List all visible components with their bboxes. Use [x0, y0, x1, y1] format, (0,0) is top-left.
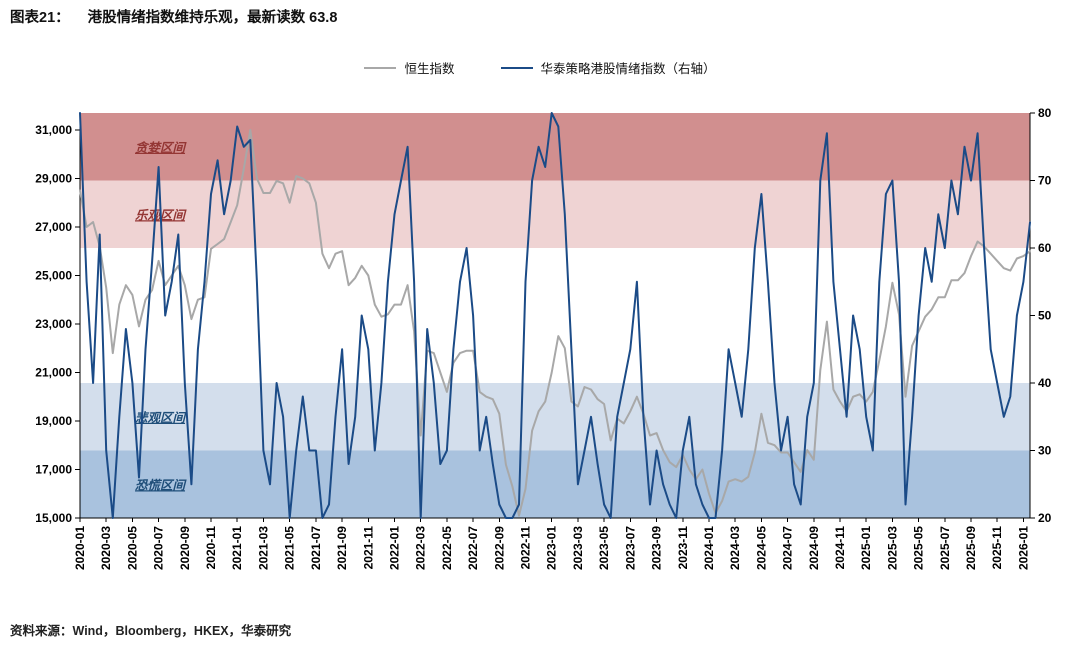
- source-text: Wind，Bloomberg，HKEX，华泰研究: [72, 624, 292, 638]
- x-tick-label: 2026-01: [1016, 526, 1030, 570]
- band-panic-zone: [80, 450, 1030, 518]
- x-tick-label: 2020-03: [99, 526, 113, 570]
- x-tick-label: 2020-01: [73, 526, 87, 570]
- x-tick-label: 2024-01: [702, 526, 716, 570]
- x-tick-label: 2023-11: [676, 526, 690, 570]
- y-left-tick-label: 31,000: [35, 123, 72, 137]
- y-left-tick-label: 25,000: [35, 268, 72, 282]
- x-tick-label: 2025-11: [990, 526, 1004, 570]
- sentiment-line-swatch: [500, 66, 533, 69]
- x-tick-label: 2022-09: [492, 526, 506, 570]
- x-tick-label: 2022-11: [519, 526, 533, 570]
- source-label: 资料来源：: [10, 624, 73, 638]
- x-tick-label: 2020-09: [178, 526, 192, 570]
- zone-label-greed-zone: 贪婪区间: [135, 141, 188, 155]
- y-left-tick-label: 15,000: [35, 511, 72, 525]
- x-tick-label: 2022-03: [414, 526, 428, 570]
- x-tick-label: 2021-07: [309, 526, 323, 570]
- x-tick-label: 2025-07: [938, 526, 952, 570]
- x-tick-label: 2022-05: [440, 526, 454, 570]
- x-tick-label: 2023-01: [545, 526, 559, 570]
- x-tick-label: 2024-11: [833, 526, 847, 570]
- y-right-tick-label: 20: [1038, 511, 1052, 525]
- x-tick-label: 2023-03: [571, 526, 585, 570]
- y-right-tick-label: 40: [1038, 376, 1052, 390]
- legend-label-sentiment: 华泰策略港股情绪指数（右轴）: [540, 62, 716, 76]
- source-note: 资料来源：Wind，Bloomberg，HKEX，华泰研究: [10, 620, 291, 639]
- x-tick-label: 2021-03: [256, 526, 270, 570]
- band-greed-zone: [80, 113, 1030, 181]
- y-right-tick-label: 30: [1038, 444, 1052, 458]
- x-tick-label: 2023-09: [650, 526, 664, 570]
- zone-label-panic-zone: 恐慌区间: [135, 478, 188, 492]
- y-left-tick-label: 19,000: [35, 414, 72, 428]
- sentiment-series-line: [79, 112, 1031, 519]
- x-tick-label: 2021-05: [283, 526, 297, 570]
- x-tick-label: 2025-01: [859, 526, 873, 570]
- y-right-tick-label: 60: [1038, 241, 1052, 255]
- x-tick-label: 2020-05: [125, 526, 139, 570]
- x-tick-label: 2021-11: [361, 526, 375, 570]
- x-tick-label: 2024-05: [754, 526, 768, 570]
- band-optimism-zone: [80, 180, 1030, 248]
- legend-item-hsi: 恒生指数: [364, 58, 455, 77]
- figure-number: 图表21：: [10, 10, 70, 26]
- y-left-tick-label: 27,000: [35, 220, 72, 234]
- y-left-tick-label: 29,000: [35, 171, 72, 185]
- y-left-tick-label: 23,000: [35, 317, 72, 331]
- y-left-tick-label: 17,000: [35, 462, 72, 476]
- x-tick-label: 2023-05: [597, 526, 611, 570]
- legend-label-hsi: 恒生指数: [404, 62, 455, 76]
- x-tick-label: 2021-01: [230, 526, 244, 570]
- x-tick-label: 2023-07: [623, 526, 637, 570]
- x-tick-label: 2022-07: [466, 526, 480, 570]
- band-neutral-zone: [80, 248, 1030, 383]
- x-tick-label: 2025-03: [885, 526, 899, 570]
- figure-title: 图表21： 港股情绪指数维持乐观，最新读数 63.8: [10, 6, 337, 27]
- chart-legend: 恒生指数 华泰策略港股情绪指数（右轴）: [0, 58, 1080, 77]
- y-left-tick-label: 21,000: [35, 365, 72, 379]
- hsi-line-swatch: [364, 66, 397, 69]
- x-tick-label: 2021-09: [335, 526, 349, 570]
- x-tick-label: 2020-07: [152, 526, 166, 570]
- x-tick-label: 2020-11: [204, 526, 218, 570]
- x-tick-label: 2024-07: [781, 526, 795, 570]
- y-right-tick-label: 80: [1038, 106, 1052, 120]
- hsi-series-line: [79, 129, 1031, 517]
- legend-item-sentiment: 华泰策略港股情绪指数（右轴）: [500, 58, 716, 77]
- x-tick-label: 2025-05: [912, 526, 926, 570]
- y-right-tick-label: 70: [1038, 174, 1052, 188]
- figure-title-text: 港股情绪指数维持乐观，最新读数 63.8: [87, 10, 338, 26]
- x-tick-label: 2025-09: [964, 526, 978, 570]
- zone-label-pessimism-zone: 悲观区间: [135, 411, 188, 425]
- band-pessimism-zone: [80, 383, 1030, 451]
- x-tick-label: 2022-01: [387, 526, 401, 570]
- x-tick-label: 2024-09: [807, 526, 821, 570]
- y-right-tick-label: 50: [1038, 309, 1052, 323]
- x-tick-label: 2024-03: [728, 526, 742, 570]
